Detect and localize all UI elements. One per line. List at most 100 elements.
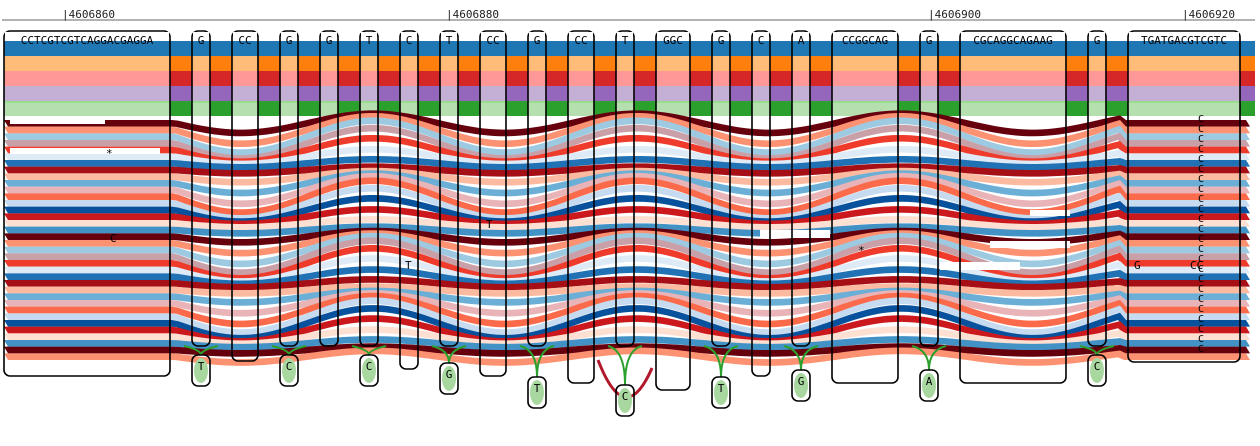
variant-node-fill	[194, 358, 208, 383]
graph-node[interactable]: G	[279, 30, 299, 347]
graph-node[interactable]: CC	[567, 30, 595, 384]
haplotype-edge	[506, 86, 528, 101]
graph-node-outline	[3, 30, 171, 377]
variant-node[interactable]: G	[791, 369, 811, 402]
graph-node[interactable]: CC	[231, 30, 259, 362]
haplotype-edge	[594, 86, 616, 101]
haplotype-edge	[458, 101, 480, 116]
read-gap	[10, 118, 105, 124]
read-ribbon[interactable]	[4, 347, 1250, 366]
variant-nodes: T C C G T C T G A C	[191, 354, 1107, 417]
graph-node-header	[569, 32, 593, 41]
graph-node-label: T	[446, 34, 453, 47]
haplotype-edge	[378, 86, 400, 101]
graph-node-outline	[655, 30, 691, 391]
inserted-base: C	[1198, 284, 1204, 295]
graph-node[interactable]: A	[791, 30, 811, 347]
node-cap-base	[232, 103, 258, 116]
graph-node[interactable]: T	[615, 30, 635, 347]
inserted-base: C	[1198, 214, 1204, 225]
graph-node[interactable]: CC	[479, 30, 507, 377]
haplotype-edge	[898, 41, 920, 56]
inserted-base: C	[1198, 244, 1204, 255]
haplotype-edge	[418, 101, 440, 116]
haplotype-edge	[690, 86, 712, 101]
variant-node[interactable]: T	[711, 376, 731, 409]
haplotype-edge	[546, 41, 568, 56]
graph-node[interactable]: G	[711, 30, 731, 347]
variant-node-fill	[922, 373, 936, 398]
variant-node[interactable]: C	[279, 354, 299, 387]
graph-node-header	[401, 32, 417, 41]
graph-node-label: CCTCGTCGTCAGGACGAGGA	[21, 34, 154, 47]
graph-node[interactable]: CCGGCAG	[831, 30, 899, 384]
haplotype-edge	[770, 41, 792, 56]
graph-node-header	[657, 32, 689, 41]
variant-node[interactable]: A	[919, 369, 939, 402]
graph-node-outline	[231, 30, 259, 362]
haplotype-edge	[258, 71, 280, 86]
read-gap	[990, 241, 1070, 248]
haplotype-edge	[938, 101, 960, 116]
graph-node[interactable]: T	[439, 30, 459, 347]
variant-node[interactable]: G	[439, 362, 459, 395]
haplotype-edge	[898, 71, 920, 86]
graph-node[interactable]: T	[359, 30, 379, 347]
graph-node-header	[833, 32, 897, 41]
graph-node[interactable]: GGC	[655, 30, 691, 391]
graph-node[interactable]: CCTCGTCGTCAGGACGAGGA	[3, 30, 171, 377]
graph-node-outline	[1087, 30, 1107, 347]
graph-node[interactable]: G	[1087, 30, 1107, 347]
mismatch-base: T	[405, 259, 412, 272]
graph-node[interactable]: G	[919, 30, 939, 347]
variant-node-fill	[282, 358, 296, 383]
haplotype-edge	[258, 86, 280, 101]
variant-node[interactable]: T	[191, 354, 211, 387]
node-cap-base	[480, 103, 506, 116]
variant-node-outline	[527, 376, 547, 409]
graph-node-outline	[439, 30, 459, 347]
variant-node[interactable]: T	[527, 376, 547, 409]
haplotype-edge	[546, 56, 568, 71]
read-gap	[10, 148, 160, 154]
variant-node-fill	[714, 380, 728, 405]
node-cap-base	[712, 103, 730, 116]
graph-node[interactable]: C	[399, 30, 419, 370]
variant-node[interactable]: C	[1087, 354, 1107, 387]
coordinate-ruler: |4606860 |4606880 |4606900 |4606920	[2, 8, 1255, 21]
haplotype-edge	[458, 41, 480, 56]
graph-node-outline	[615, 30, 635, 347]
mismatch-base: G	[1134, 259, 1141, 272]
variant-node-outline	[711, 376, 731, 409]
variant-node[interactable]: C	[359, 354, 379, 387]
haplotype-edge	[378, 56, 400, 71]
haplotype-edge	[258, 101, 280, 116]
graph-node[interactable]: G	[527, 30, 547, 347]
graph-node-outline	[279, 30, 299, 347]
graph-node[interactable]: G	[319, 30, 339, 347]
haplotype-edge	[1106, 41, 1128, 56]
graph-node[interactable]: TGATGACGTCGTC	[1127, 30, 1241, 363]
variant-node-fill	[530, 380, 544, 405]
haplotype-edge	[210, 101, 232, 116]
graph-node-label: T	[366, 34, 373, 47]
variant-node-outline	[1087, 354, 1107, 387]
graph-node[interactable]: G	[191, 30, 211, 347]
graph-node[interactable]: CGCAGGCAGAAG	[959, 30, 1067, 384]
graph-node-header	[793, 32, 809, 41]
variant-node[interactable]: C	[615, 384, 635, 417]
haplotype-edge	[418, 56, 440, 71]
haplotype-edge	[1240, 71, 1255, 86]
graph-node[interactable]: C	[751, 30, 771, 377]
haplotype-edge	[730, 56, 752, 71]
read-gap	[1030, 210, 1070, 216]
haplotype-edge	[170, 71, 192, 86]
mismatch-base: C	[110, 232, 117, 245]
graph-node-header	[321, 32, 337, 41]
graph-node-label: GGC	[663, 34, 683, 47]
mismatch-marker: *	[106, 147, 113, 160]
node-cap-base	[1088, 103, 1106, 116]
node-cap-base	[400, 103, 418, 116]
inserted-base: C	[1198, 334, 1204, 345]
